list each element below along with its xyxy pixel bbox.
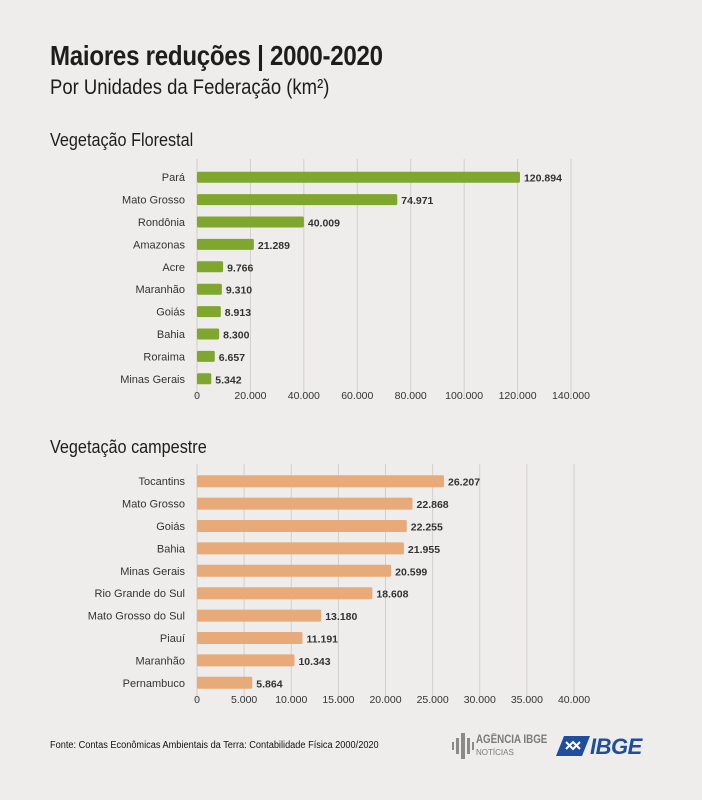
x-tick-label: 25.000 [417,694,449,706]
x-tick-label: 100.000 [445,390,483,402]
category-label: Bahia [157,543,186,555]
x-tick-label: 35.000 [511,694,543,706]
category-label: Acre [162,262,185,274]
bar [197,328,220,340]
category-label: Mato Grosso do Sul [88,611,185,623]
x-tick-label: 10.000 [275,694,307,706]
value-label: 40.009 [308,218,340,230]
value-label: 8.913 [225,307,251,319]
bar [197,542,404,555]
x-tick-label: 0 [194,390,200,402]
x-tick-label: 40.000 [288,390,320,402]
bar [197,171,520,183]
ibge-logo: IBGE [556,734,652,760]
category-label: Rondônia [138,217,186,229]
bar [197,564,392,577]
bar [197,238,254,250]
category-label: Maranhão [135,284,185,296]
agencia-logo-icon [452,733,474,759]
value-label: 11.191 [306,634,338,646]
category-label: Amazonas [133,239,185,251]
category-label: Pernambuco [123,678,185,690]
x-tick-label: 120.000 [499,390,537,402]
bar [197,194,398,206]
x-tick-label: 0 [194,694,200,706]
bar [197,306,221,318]
x-tick-label: 80.000 [395,390,427,402]
bar [197,587,373,600]
bar [197,676,253,689]
x-tick-label: 15.000 [322,694,354,706]
bar [197,216,304,228]
value-label: 22.868 [417,499,449,511]
value-label: 9.766 [227,262,253,274]
value-label: 22.255 [411,522,443,534]
bar [197,520,407,532]
category-label: Goiás [156,307,185,319]
bar [197,609,322,622]
category-label: Minas Gerais [120,566,185,578]
category-label: Mato Grosso [122,195,185,207]
value-label: 10.343 [298,656,330,668]
x-tick-label: 5.000 [231,694,257,706]
value-label: 5.864 [256,678,282,690]
section-title-florestal: Vegetação Florestal [50,130,194,150]
x-tick-label: 30.000 [464,694,496,706]
value-label: 120.894 [524,173,562,185]
category-label: Mato Grosso [122,499,185,511]
category-label: Roraima [143,351,185,363]
value-label: 20.599 [395,566,427,578]
value-label: 8.300 [223,330,249,342]
section-title-campestre: Vegetação campestre [50,437,207,457]
source-note: Fonte: Contas Econômicas Ambientais da T… [50,740,379,751]
x-tick-label: 20.000 [234,390,266,402]
x-tick-label: 60.000 [341,390,373,402]
category-label: Rio Grande do Sul [95,588,186,600]
category-label: Bahia [157,329,186,341]
bar [197,475,445,488]
x-tick-label: 40.000 [558,694,590,706]
bar [197,350,215,362]
x-tick-label: 20.000 [369,694,401,706]
bar [197,261,224,273]
agencia-ibge-logo: AGÊNCIA IBGE NOTÍCIAS [452,733,550,763]
bar [197,373,212,385]
ibge-logo-icon [556,736,590,756]
value-label: 18.608 [376,589,408,601]
agencia-logo-subtext: NOTÍCIAS [476,748,514,757]
x-tick-label: 140.000 [552,390,590,402]
bar [197,283,222,295]
bar [197,497,413,510]
category-label: Maranhão [135,655,185,667]
category-label: Piauí [160,633,185,645]
value-label: 21.289 [258,240,290,252]
category-label: Pará [162,172,186,184]
value-label: 13.180 [325,611,357,623]
bar [197,654,295,667]
bar [197,632,303,644]
category-label: Minas Gerais [120,374,185,386]
bar-chart-campestre: Tocantins 26.207 Mato Grosso 22.868 Goiás 22.… [88,464,590,706]
category-label: Goiás [156,521,185,533]
value-label: 26.207 [448,477,480,489]
value-label: 74.971 [401,195,433,207]
chart-subtitle: Por Unidades da Federação (km²) [50,76,330,99]
ibge-logo-text: IBGE [590,734,642,759]
chart-title: Maiores reduções | 2000-2020 [50,40,383,71]
category-label: Tocantins [139,476,186,488]
value-label: 5.342 [215,374,241,386]
bar-chart-florestal: Pará 120.894 Mato Grosso 74.971 Rondônia 40.0… [120,159,590,402]
value-label: 6.657 [219,352,245,364]
value-label: 9.310 [226,285,252,297]
agencia-logo-text: AGÊNCIA IBGE [476,734,548,746]
value-label: 21.955 [408,544,440,556]
